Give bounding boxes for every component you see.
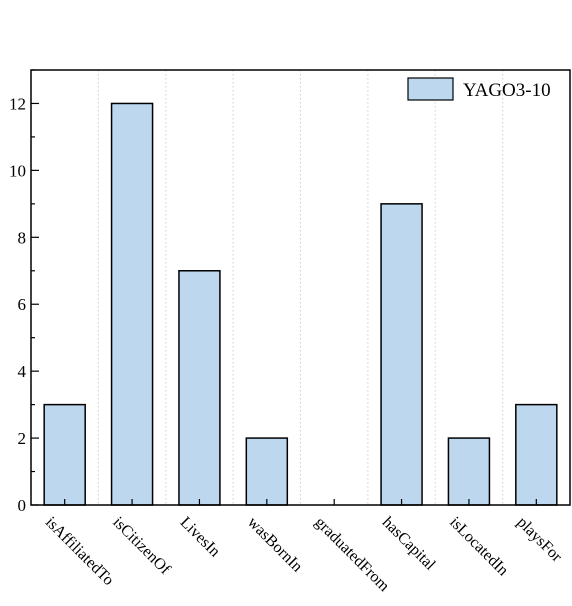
y-tick-label: 4 — [18, 362, 27, 381]
bar-hascapital — [380, 203, 423, 506]
x-tick-label-playsfor: playsFor — [513, 514, 565, 566]
bar-iscitizenof — [110, 102, 154, 506]
plot-frame — [30, 69, 571, 506]
legend: YAGO3-10 — [407, 77, 551, 101]
legend-label-yago3-10: YAGO3-10 — [463, 80, 551, 101]
y-tick-label: 6 — [18, 295, 27, 314]
bar-playsfor — [515, 403, 558, 506]
axes — [30, 69, 571, 506]
x-tick-label-isaffiliatedto: isAffiliatedTo — [42, 514, 117, 589]
y-tick-label: 10 — [9, 161, 26, 180]
grid-lines — [97, 70, 504, 505]
y-tick-label: 8 — [18, 228, 27, 247]
bar-isaffiliatedto — [43, 403, 86, 506]
bar-livesin — [178, 270, 221, 506]
bars — [43, 102, 558, 506]
x-tick-label-iscitizenof: isCitizenOf — [109, 514, 174, 579]
bar-wasbornin — [245, 437, 289, 506]
x-tick-label-islocatedin: isLocatedIn — [446, 514, 511, 579]
bar-islocatedin — [447, 437, 491, 506]
x-tick-label-wasbornin: wasBornIn — [244, 514, 306, 576]
y-tick-label: 12 — [9, 94, 26, 113]
x-tick-label-hascapital: hasCapital — [379, 514, 439, 574]
legend-swatch-yago3-10 — [407, 77, 454, 101]
y-tick-label: 2 — [18, 429, 27, 448]
y-tick-label: 0 — [18, 496, 27, 515]
x-tick-label-livesin: LivesIn — [177, 514, 224, 561]
y-axis-ticks: 0 2 4 6 8 10 12 — [9, 69, 39, 515]
